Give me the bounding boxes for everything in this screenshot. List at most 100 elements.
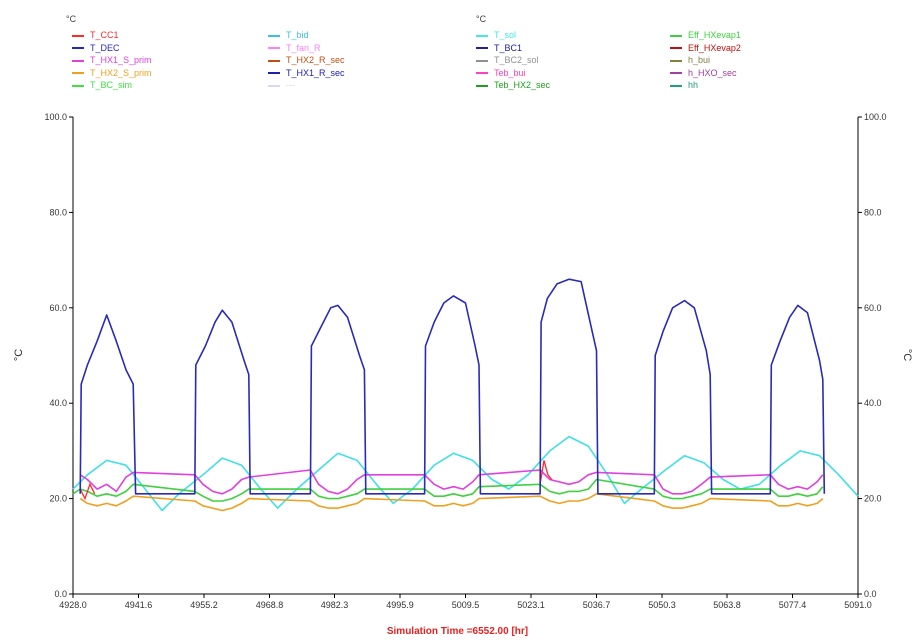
x-tick-label: 5009.5	[452, 600, 480, 610]
x-tick-label: 4968.8	[256, 600, 284, 610]
y-tick-label-right: 0.0	[864, 589, 877, 599]
legend-swatch	[670, 72, 682, 75]
series-t_bc_sim	[72, 478, 824, 502]
y-tick-label-left: 20.0	[49, 494, 67, 504]
y-tick-label-right: 20.0	[864, 494, 882, 504]
legend-label: T_HX1_S_prim	[90, 55, 152, 65]
legend-item: h_bui	[670, 55, 710, 65]
legend-label: T_BC1	[494, 42, 523, 53]
legend-item: Teb_bui	[476, 68, 526, 78]
x-tick-label: 4995.9	[386, 600, 414, 610]
legend-swatch	[72, 47, 84, 50]
legend-item: T_bid	[268, 30, 309, 40]
legend-unit-left: °C	[66, 14, 77, 24]
legend-swatch	[72, 34, 84, 37]
legend-label: T_BC2_sol	[494, 55, 539, 65]
legend-label: T_DEC	[90, 42, 120, 53]
legend-swatch	[72, 59, 84, 62]
series-t_hx2_s_prim	[79, 492, 824, 512]
legend-swatch	[268, 34, 280, 37]
x-tick-label: 5063.8	[713, 600, 741, 610]
x-tick-label: 4928.0	[59, 600, 87, 610]
y-tick-label-left: 0.0	[54, 589, 67, 599]
y-tick-label-left: 80.0	[49, 207, 67, 217]
y-tick-label-right: 100.0	[864, 112, 887, 122]
legend-swatch	[670, 34, 682, 37]
legend-swatch	[268, 72, 280, 75]
legend-label: T_HX1_R_sec	[286, 67, 345, 78]
legend-item: T_HX1_S_prim	[72, 55, 152, 65]
legend-item: Teb_HX2_sec	[476, 80, 550, 90]
series-t_cc1	[79, 482, 96, 501]
y-tick-label-right: 40.0	[864, 398, 882, 408]
x-tick-label: 5050.3	[648, 600, 676, 610]
x-tick-label: 4955.2	[190, 600, 218, 610]
y-tick-label-left: 60.0	[49, 303, 67, 313]
legend-item: T_fan_R	[268, 43, 321, 53]
legend-swatch	[476, 47, 488, 50]
legend-item: T_HX1_R_sec	[268, 68, 345, 78]
legend-item: Eff_HXevap2	[670, 43, 741, 53]
legend-item: T_BC_sim	[72, 80, 132, 90]
legend-swatch	[670, 84, 682, 87]
legend-label: T_HX2_R_sec	[286, 55, 345, 65]
simulation-time-label: Simulation Time =6552.00 [hr]	[386, 626, 529, 637]
y-tick-label-right: 60.0	[864, 303, 882, 313]
legend-item: Eff_HXevap1	[670, 30, 741, 40]
x-tick-label: 4941.6	[125, 600, 153, 610]
legend-item: T_HX2_R_sec	[268, 55, 345, 65]
legend-label: T_bid	[286, 30, 309, 40]
legend-item: T_HX2_S_prim	[72, 68, 152, 78]
legend-swatch	[72, 84, 84, 87]
legend-label: Eff_HXevap1	[688, 30, 741, 40]
legend-swatch	[476, 59, 488, 62]
legend-swatch	[476, 34, 488, 37]
legend-label: h_bui	[688, 55, 711, 65]
legend-label: Teb_bui	[494, 67, 526, 78]
legend-label: T_fan_R	[286, 42, 321, 53]
legend-label: hh	[688, 80, 699, 90]
y-tick-label-left: 40.0	[49, 398, 67, 408]
x-tick-label: 5091.0	[844, 600, 872, 610]
legend-swatch	[476, 84, 488, 87]
axes	[69, 116, 862, 598]
legend-label: Eff_HXevap2	[688, 42, 741, 53]
legend-item: ---	[268, 80, 295, 90]
series-lines	[72, 278, 859, 512]
legend-swatch	[72, 72, 84, 75]
x-tick-label: 5023.1	[517, 600, 545, 610]
legend-label: h_HXO_sec	[688, 67, 737, 78]
legend-label: T_BC_sim	[90, 80, 133, 90]
legend-swatch	[670, 47, 682, 50]
legend-label: T_HX2_S_prim	[90, 67, 152, 78]
legend-swatch	[268, 47, 280, 50]
legend-swatch	[476, 72, 488, 75]
series-t_hx1_s_prim	[79, 469, 824, 495]
x-tick-label: 5036.7	[583, 600, 611, 610]
legend-swatch	[268, 84, 280, 87]
legend-swatch	[268, 59, 280, 62]
legend-label: ---	[286, 80, 295, 90]
legend-item: T_CC1	[72, 30, 119, 40]
series-t_dec	[79, 278, 826, 495]
y-tick-label-left: 100.0	[44, 112, 67, 122]
legend-label: Teb_HX2_sec	[494, 80, 551, 90]
legend-item: T_BC1	[476, 43, 522, 53]
y-axis-label-right: °C	[901, 349, 913, 361]
legend-label: T_sol	[494, 30, 517, 40]
legend-swatch	[670, 59, 682, 62]
legend-item: hh	[670, 80, 698, 90]
tick-labels: 4928.0 4941.6 4955.2 4968.8 4982.3 4995.9 5009…	[44, 112, 886, 610]
legend-item: T_BC2_sol	[476, 55, 539, 65]
y-axis-label-left: °C	[13, 349, 25, 361]
x-tick-label: 5077.4	[779, 600, 807, 610]
x-tick-label: 4982.3	[321, 600, 349, 610]
legend-item: h_HXO_sec	[670, 68, 737, 78]
legend-item: T_DEC	[72, 43, 120, 53]
y-tick-label-right: 80.0	[864, 207, 882, 217]
legend-item: T_sol	[476, 30, 516, 40]
legend-unit-right: °C	[476, 14, 487, 24]
series-t_sol	[72, 435, 859, 512]
series-t_cc1	[539, 460, 553, 485]
